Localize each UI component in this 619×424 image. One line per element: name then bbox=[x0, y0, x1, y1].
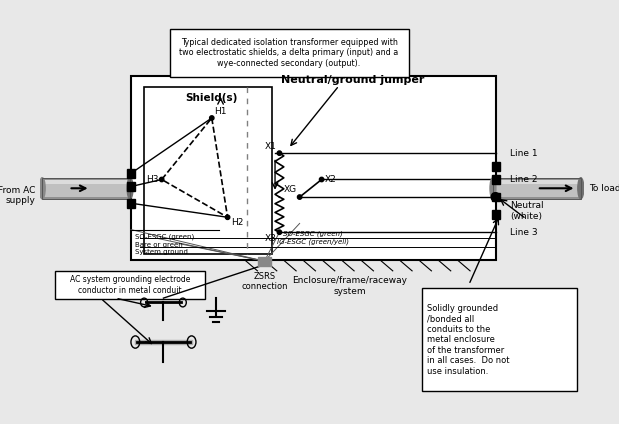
Ellipse shape bbox=[127, 178, 133, 199]
Bar bbox=[491, 162, 500, 171]
Bar bbox=[491, 210, 500, 219]
Circle shape bbox=[277, 230, 282, 234]
Text: Line 2: Line 2 bbox=[511, 175, 538, 184]
Ellipse shape bbox=[39, 178, 45, 199]
Ellipse shape bbox=[578, 178, 584, 199]
Bar bbox=[491, 192, 500, 201]
Circle shape bbox=[277, 151, 282, 155]
Text: Solidly grounded
/bonded all
conduits to the
metal enclosure
of the transformer
: Solidly grounded /bonded all conduits to… bbox=[427, 304, 509, 376]
Text: To load: To load bbox=[589, 184, 619, 193]
Text: Line 3: Line 3 bbox=[511, 228, 538, 237]
Circle shape bbox=[319, 177, 324, 182]
Text: H3: H3 bbox=[145, 175, 158, 184]
FancyBboxPatch shape bbox=[42, 180, 130, 197]
Circle shape bbox=[160, 177, 164, 182]
FancyBboxPatch shape bbox=[493, 178, 581, 199]
Text: Neutral
(white): Neutral (white) bbox=[511, 201, 544, 221]
Text: XG: XG bbox=[284, 185, 297, 195]
Text: H2: H2 bbox=[231, 218, 243, 227]
Text: H1: H1 bbox=[214, 107, 227, 116]
Circle shape bbox=[298, 195, 302, 199]
Text: Typical dedicated isolation transformer equipped with
two electrostatic shields,: Typical dedicated isolation transformer … bbox=[180, 38, 399, 68]
Text: AC system grounding electrode
conductor in metal conduit: AC system grounding electrode conductor … bbox=[70, 275, 190, 295]
Text: From AC
supply: From AC supply bbox=[0, 186, 35, 205]
Bar bbox=[127, 169, 135, 178]
Bar bbox=[144, 87, 272, 254]
Text: Enclosure/frame/raceway
system: Enclosure/frame/raceway system bbox=[292, 276, 407, 296]
Text: Neutral/ground jumper: Neutral/ground jumper bbox=[280, 75, 424, 85]
FancyBboxPatch shape bbox=[42, 178, 130, 199]
FancyBboxPatch shape bbox=[42, 180, 130, 184]
FancyBboxPatch shape bbox=[170, 29, 409, 77]
FancyBboxPatch shape bbox=[493, 180, 581, 184]
Text: X3: X3 bbox=[265, 234, 277, 243]
Text: IG-ESGC (green/yell): IG-ESGC (green/yell) bbox=[277, 239, 349, 245]
Text: Line 1: Line 1 bbox=[511, 149, 538, 158]
FancyBboxPatch shape bbox=[55, 271, 205, 299]
Text: SO-ESGC (green): SO-ESGC (green) bbox=[136, 233, 194, 240]
Bar bbox=[42, 178, 130, 199]
Circle shape bbox=[491, 192, 500, 201]
Bar bbox=[258, 257, 271, 265]
Bar bbox=[491, 175, 500, 184]
Bar bbox=[136, 340, 191, 344]
Text: ZSRS
connection: ZSRS connection bbox=[241, 272, 288, 291]
FancyBboxPatch shape bbox=[493, 180, 581, 197]
Circle shape bbox=[225, 215, 230, 220]
Bar bbox=[127, 182, 135, 191]
Bar bbox=[127, 199, 135, 208]
Text: X2: X2 bbox=[324, 175, 336, 184]
Text: SO-ESGC (green): SO-ESGC (green) bbox=[284, 230, 343, 237]
Bar bbox=[493, 178, 581, 199]
Bar bbox=[131, 76, 496, 260]
Text: Bare or green
System ground: Bare or green System ground bbox=[136, 242, 188, 255]
Text: X1: X1 bbox=[265, 142, 277, 151]
Ellipse shape bbox=[490, 178, 496, 199]
Circle shape bbox=[210, 116, 214, 120]
FancyBboxPatch shape bbox=[422, 288, 578, 391]
Text: Shield(s): Shield(s) bbox=[186, 93, 238, 103]
